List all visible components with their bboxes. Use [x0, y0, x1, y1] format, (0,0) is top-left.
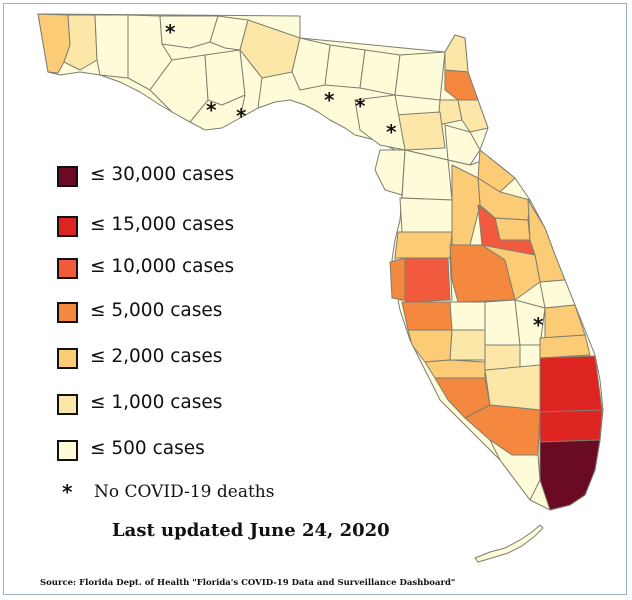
county-desoto [449, 329, 486, 361]
county-hendry [484, 364, 541, 411]
map-frame [3, 3, 627, 595]
legend-swatch [57, 216, 78, 237]
county-levy [374, 149, 406, 196]
county-hillsborough [404, 257, 451, 303]
legend-swatch [57, 440, 78, 461]
legend-label: ≤ 2,000 cases [90, 346, 223, 367]
no-deaths-marker: * [236, 104, 247, 128]
no-deaths-marker: * [165, 20, 176, 44]
county-jackson [159, 15, 219, 49]
legend-label: ≤ 30,000 cases [90, 164, 235, 185]
county-jefferson [291, 37, 331, 91]
county-madison [324, 44, 366, 89]
county-putnam [444, 124, 481, 166]
legend-swatch [57, 258, 78, 279]
no-deaths-marker: * [324, 88, 335, 112]
county-monroe-mainland [489, 439, 541, 501]
county-stjohns [457, 99, 489, 133]
legend-label: ≤ 500 cases [90, 438, 205, 459]
county-calhoun [204, 49, 246, 106]
county-palm-beach [539, 355, 603, 413]
county-wakulla [239, 49, 263, 119]
county-hernando [394, 231, 453, 259]
no-deaths-label: No COVID-19 deaths [94, 482, 275, 502]
county-seminole [494, 217, 531, 241]
asterisk-icon: * [62, 480, 73, 504]
county-martin [539, 334, 591, 359]
legend-swatch [57, 166, 78, 187]
no-deaths-marker: * [206, 98, 217, 122]
county-dixie [354, 94, 406, 151]
source-note: Source: Florida Dept. of Health "Florida… [40, 578, 456, 588]
county-glades [484, 344, 521, 371]
county-suwannee [359, 49, 401, 96]
legend-label: ≤ 5,000 cases [90, 300, 223, 321]
county-leon [239, 19, 301, 79]
county-highlands [484, 299, 521, 346]
legend-label: ≤ 1,000 cases [90, 392, 223, 413]
county-okaloosa [94, 14, 129, 79]
legend-label: ≤ 10,000 cases [90, 256, 235, 277]
legend-label: ≤ 15,000 cases [90, 214, 235, 235]
county-nassau [444, 34, 469, 73]
county-miami-dade [539, 439, 601, 511]
county-manatee [401, 301, 453, 331]
legend-swatch [57, 302, 78, 323]
county-stlucie [544, 304, 586, 339]
county-osceola [481, 244, 541, 301]
county-indian-river [539, 279, 576, 309]
legend-swatch [57, 394, 78, 415]
county-flagler [477, 149, 516, 193]
county-hardee [449, 301, 486, 331]
last-updated: Last updated June 24, 2020 [112, 520, 390, 541]
legend-swatch [57, 348, 78, 369]
county-pinellas [389, 257, 406, 301]
county-citrus [399, 197, 453, 233]
county-sarasota [407, 329, 453, 363]
no-deaths-marker: * [386, 120, 397, 144]
no-deaths-marker: * [355, 94, 366, 118]
florida-keys [474, 524, 544, 563]
county-gadsden [209, 15, 249, 51]
county-charlotte [424, 359, 486, 379]
county-columbia [394, 51, 446, 101]
county-broward [539, 409, 603, 443]
no-deaths-marker: * [533, 313, 544, 337]
